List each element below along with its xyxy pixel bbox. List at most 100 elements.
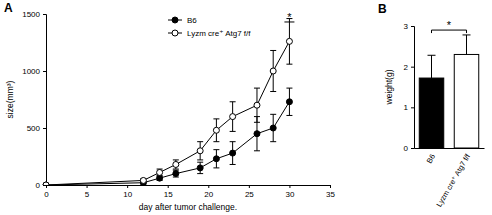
tick-label: 3 xyxy=(404,22,409,31)
point xyxy=(173,161,179,167)
error-cap xyxy=(254,122,260,123)
tick: 1000 xyxy=(22,67,46,76)
tick: Lyzm cre⁺ Atg7 f/f xyxy=(434,148,472,208)
y-axis-title: size(mm³) xyxy=(5,80,15,118)
tick: 1500 xyxy=(22,10,46,19)
tick-mark xyxy=(168,185,169,188)
tick: 30 xyxy=(285,185,294,199)
point xyxy=(230,114,236,120)
error-bar xyxy=(230,102,236,132)
error-bar xyxy=(428,55,436,78)
legend: B6 Lyzm cre⁺ Atg7 f/f xyxy=(168,16,251,38)
bar xyxy=(419,78,444,148)
point xyxy=(173,171,179,177)
error-cap xyxy=(173,169,179,170)
legend-item: Lyzm cre⁺ Atg7 f/f xyxy=(168,29,251,38)
error-bar xyxy=(286,19,292,65)
error-cap xyxy=(270,50,276,51)
tick-mark xyxy=(43,71,46,72)
tick-mark xyxy=(43,128,46,129)
point xyxy=(254,102,260,108)
point xyxy=(230,150,236,156)
tick-mark xyxy=(411,26,414,27)
point xyxy=(270,68,276,74)
error-bar xyxy=(213,119,219,142)
point xyxy=(140,177,146,183)
tick-label: B6 xyxy=(425,152,437,164)
figure: A05101520253035050010001500day after tum… xyxy=(0,0,492,215)
error-cap xyxy=(173,159,179,160)
error-cap xyxy=(428,55,436,56)
tick-label: 2 xyxy=(404,63,409,72)
tick-mark xyxy=(43,185,46,186)
bar xyxy=(454,54,479,148)
legend-marker xyxy=(172,30,178,36)
y-axis: 0 1 2 3 xyxy=(404,22,415,153)
error-cap xyxy=(463,34,471,35)
error-cap xyxy=(230,164,236,165)
tick-mark xyxy=(43,14,46,15)
tick: 2 xyxy=(404,63,414,72)
error-bar xyxy=(463,35,471,55)
point xyxy=(157,175,163,181)
error-bar xyxy=(254,88,260,122)
point xyxy=(197,148,203,154)
series-line xyxy=(46,102,289,185)
error-bar xyxy=(286,88,292,115)
tick: B6 xyxy=(425,148,437,165)
tick: 5 xyxy=(85,185,90,199)
legend-item: B6 xyxy=(168,16,197,25)
error-cap xyxy=(230,141,236,142)
x-axis: B6Lyzm cre⁺ Atg7 f/f xyxy=(415,148,485,208)
tick-mark xyxy=(127,185,128,188)
error-cap xyxy=(230,101,236,102)
tick-label: 10 xyxy=(123,190,132,199)
error-bar xyxy=(173,160,179,169)
error-cap xyxy=(197,141,203,142)
tick-label: 25 xyxy=(245,190,254,199)
point xyxy=(197,165,203,171)
error-stem xyxy=(466,35,467,55)
tick-label: 15 xyxy=(164,190,173,199)
tick-label: 0 xyxy=(404,144,409,153)
error-bar xyxy=(230,142,236,165)
legend-marker xyxy=(172,17,178,23)
panel-label: B xyxy=(378,2,387,16)
tick-label: 20 xyxy=(204,190,213,199)
error-cap xyxy=(213,118,219,119)
plot-area xyxy=(419,35,479,148)
tick: 25 xyxy=(245,185,254,199)
error-bar xyxy=(270,50,276,91)
error-cap xyxy=(286,115,292,116)
tick: 3 xyxy=(404,22,414,31)
tick: 0 xyxy=(44,185,49,199)
point xyxy=(157,169,163,175)
panel-b: B0123B6Lyzm cre⁺ Atg7 f/fweight(g)* xyxy=(378,2,485,208)
error-cap xyxy=(254,88,260,89)
error-bar xyxy=(270,114,276,141)
error-cap xyxy=(213,167,219,168)
tick-label: 500 xyxy=(27,124,41,133)
point xyxy=(43,182,49,185)
series-line xyxy=(46,41,289,185)
tick-label: 1500 xyxy=(22,10,40,19)
legend-label: B6 xyxy=(187,16,197,25)
tick-label: Lyzm cre⁺ Atg7 f/f xyxy=(434,152,472,209)
tick: 1 xyxy=(404,103,414,112)
error-cap xyxy=(286,88,292,89)
error-cap xyxy=(270,141,276,142)
axis-line xyxy=(415,148,485,149)
tick-mark xyxy=(411,67,414,68)
annotation: * xyxy=(447,19,452,31)
x-axis-title: day after tumor challenge. xyxy=(139,202,237,212)
error-cap xyxy=(230,131,236,132)
error-cap xyxy=(197,159,203,160)
tick-mark xyxy=(249,185,250,188)
tick-mark xyxy=(411,148,414,149)
y-axis: 050010001500 xyxy=(22,10,46,190)
error-cap xyxy=(254,150,260,151)
tick: 35 xyxy=(326,185,335,199)
error-bar xyxy=(173,170,179,177)
error-cap xyxy=(213,141,219,142)
point xyxy=(43,182,49,185)
